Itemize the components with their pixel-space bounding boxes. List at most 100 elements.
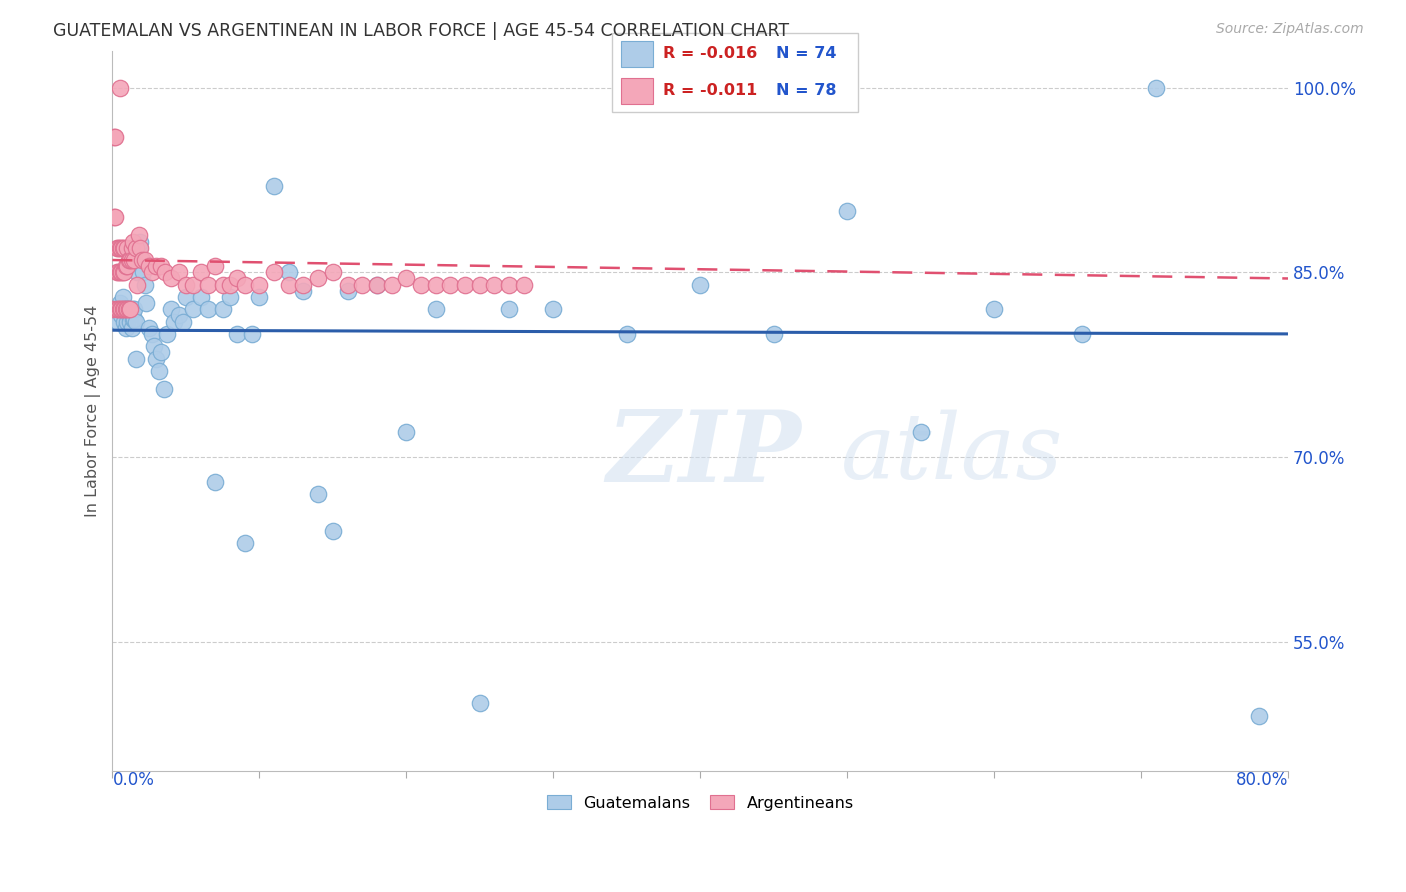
Point: [145, 351, 167, 366]
Point: [145, 259, 167, 273]
Text: 0.0%: 0.0%: [112, 771, 155, 789]
Point: [129, 235, 152, 249]
Point: [107, 265, 129, 279]
Point: [425, 277, 447, 292]
Point: [117, 302, 139, 317]
Point: [292, 277, 315, 292]
Point: [395, 425, 418, 440]
Point: [131, 252, 153, 267]
Point: [322, 524, 344, 538]
Point: [122, 312, 145, 326]
Point: [103, 210, 125, 224]
Legend: Guatemalans, Argentineans: Guatemalans, Argentineans: [540, 789, 860, 817]
Point: [118, 315, 141, 329]
Point: [124, 302, 146, 317]
Point: [167, 309, 190, 323]
Point: [233, 536, 256, 550]
Point: [167, 265, 190, 279]
Point: [112, 302, 135, 317]
Point: [134, 252, 156, 267]
Point: [219, 277, 242, 292]
Point: [336, 277, 359, 292]
Point: [107, 315, 129, 329]
Point: [240, 326, 263, 341]
Point: [837, 203, 859, 218]
Point: [110, 302, 132, 317]
Point: [110, 309, 132, 323]
Point: [128, 241, 150, 255]
Point: [124, 252, 146, 267]
Point: [141, 326, 163, 341]
Point: [211, 277, 233, 292]
Point: [616, 326, 638, 341]
Point: [117, 302, 139, 317]
Text: ZIP: ZIP: [606, 406, 801, 502]
Point: [101, 302, 124, 317]
Point: [381, 277, 404, 292]
Point: [112, 265, 135, 279]
Point: [689, 277, 711, 292]
Point: [115, 241, 138, 255]
Point: [118, 252, 141, 267]
Point: [219, 290, 242, 304]
Point: [105, 302, 128, 317]
Point: [190, 290, 212, 304]
Point: [141, 265, 163, 279]
Point: [1071, 326, 1094, 341]
Text: R = -0.011: R = -0.011: [664, 83, 758, 98]
Point: [142, 339, 165, 353]
Point: [138, 320, 160, 334]
Point: [226, 271, 249, 285]
Point: [983, 302, 1005, 317]
Point: [127, 277, 149, 292]
Point: [122, 235, 145, 249]
Point: [366, 277, 388, 292]
Point: [111, 290, 134, 304]
Point: [127, 265, 149, 279]
Point: [181, 277, 204, 292]
Point: [160, 302, 183, 317]
Point: [163, 315, 186, 329]
Point: [115, 302, 138, 317]
Point: [468, 696, 491, 710]
Text: R = -0.016: R = -0.016: [664, 45, 758, 61]
Point: [121, 241, 143, 255]
Point: [125, 315, 148, 329]
Point: [498, 277, 520, 292]
Point: [124, 312, 146, 326]
Point: [155, 265, 177, 279]
Point: [190, 265, 212, 279]
Point: [1144, 80, 1167, 95]
Point: [910, 425, 932, 440]
Point: [104, 129, 127, 144]
Point: [129, 241, 152, 255]
Point: [409, 277, 432, 292]
Point: [135, 296, 157, 310]
Point: [131, 252, 153, 267]
Point: [114, 320, 136, 334]
Text: N = 78: N = 78: [776, 83, 837, 98]
Point: [132, 265, 155, 279]
Point: [112, 302, 135, 317]
Point: [115, 302, 138, 317]
Point: [439, 277, 461, 292]
Point: [138, 259, 160, 273]
Point: [121, 252, 143, 267]
Point: [172, 315, 194, 329]
Point: [115, 259, 138, 273]
Point: [149, 259, 172, 273]
Point: [110, 241, 132, 255]
Point: [122, 302, 145, 317]
Point: [484, 277, 506, 292]
Point: [121, 320, 143, 334]
Point: [197, 277, 219, 292]
Point: [105, 241, 128, 255]
Point: [117, 252, 139, 267]
Point: [108, 296, 131, 310]
Point: [307, 487, 329, 501]
Point: [307, 271, 329, 285]
Bar: [621, 41, 654, 67]
Point: [247, 277, 270, 292]
Point: [112, 241, 135, 255]
Text: 80.0%: 80.0%: [1236, 771, 1288, 789]
